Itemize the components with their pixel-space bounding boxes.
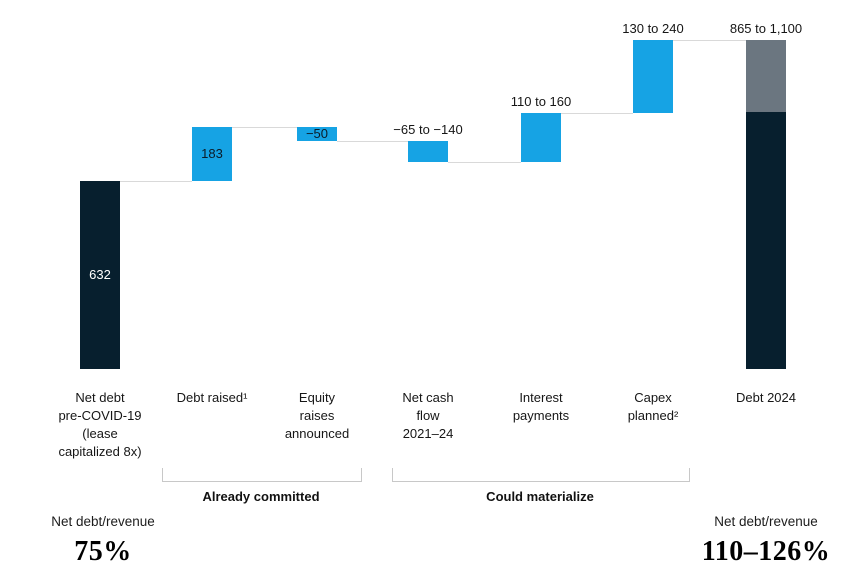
category-label-equity-raises: Equity raises announced — [284, 390, 350, 441]
bar-equity-raises — [297, 126, 337, 142]
value-label-interest-payments: 110 to 160 — [510, 93, 572, 109]
value-label-net-cash-flow: −65 to −140 — [393, 122, 463, 138]
bar-debt-2024 — [746, 111, 786, 369]
category-label-debt-2024: Debt 2024 — [736, 390, 796, 405]
group-label-already-committed: Already committed — [202, 489, 320, 504]
bar-capex-planned — [633, 39, 673, 113]
value-label-debt-raised: 183 — [201, 146, 223, 162]
stat-value-right: 110–126% — [701, 536, 831, 567]
group-label-could-materialize: Could materialize — [486, 489, 594, 504]
category-label-debt-raised: Debt raised¹ — [176, 390, 248, 405]
connector-debt-raised — [232, 126, 297, 128]
value-label-equity-raises: −50 — [305, 126, 329, 142]
stat-label-right: Net debt/revenue — [714, 514, 818, 529]
bar-interest-payments — [521, 112, 561, 162]
stat-value-left: 75% — [74, 536, 132, 567]
bracket-already-committed — [162, 468, 362, 482]
bar-debt-2024 — [746, 39, 786, 112]
stat-net-debt-revenue-right: Net debt/revenue 110–126% — [666, 514, 866, 568]
category-label-net-cash-flow: Net cash flow 2021–24 — [402, 390, 454, 441]
connector-capex-planned — [673, 39, 746, 41]
stat-label-left: Net debt/revenue — [51, 514, 155, 529]
stat-net-debt-revenue-left: Net debt/revenue 75% — [23, 514, 183, 568]
connector-equity-raises — [337, 141, 408, 143]
value-label-net-debt-pre-covid: 632 — [89, 267, 111, 283]
bar-debt-raised — [192, 126, 232, 181]
bar-net-cash-flow — [408, 141, 448, 162]
bracket-could-materialize — [392, 468, 690, 482]
category-label-net-debt-pre-covid: Net debt pre-COVID-19 (lease capitalized… — [58, 390, 142, 459]
category-label-capex-planned: Capex planned² — [627, 390, 679, 423]
value-label-debt-2024: 865 to 1,100 — [729, 20, 803, 36]
connector-net-cash-flow — [448, 161, 521, 163]
value-label-capex-planned: 130 to 240 — [622, 20, 684, 36]
category-label-interest-payments: Interest payments — [512, 390, 570, 423]
connector-net-debt-pre-covid — [120, 180, 192, 182]
bar-net-debt-pre-covid — [80, 180, 120, 369]
connector-interest-payments — [561, 112, 633, 114]
